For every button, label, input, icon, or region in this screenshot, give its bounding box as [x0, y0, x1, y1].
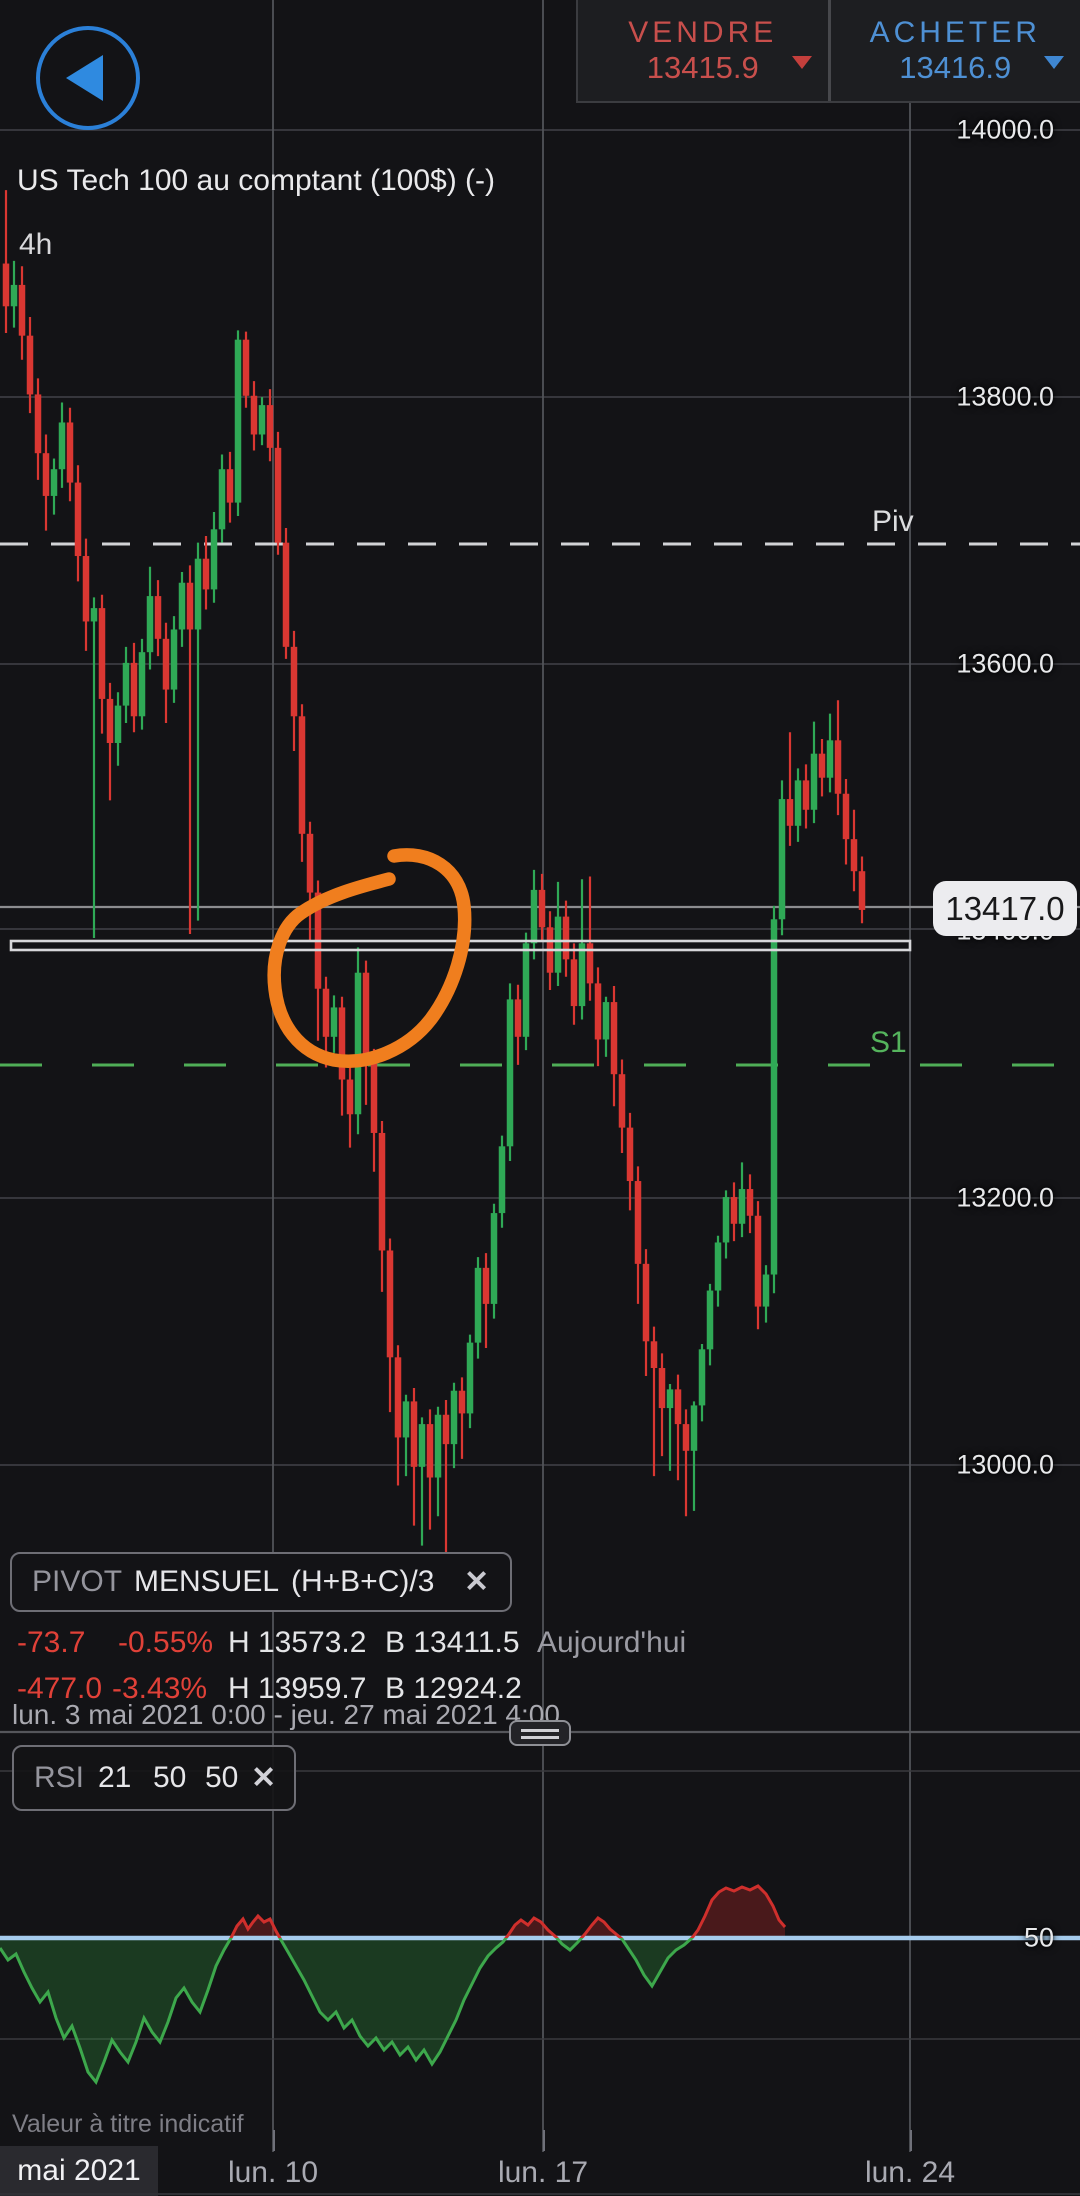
change-value: -73.7: [17, 1626, 86, 1659]
rsi-period: 21: [98, 1761, 132, 1794]
price-axis-label: 13200.0: [956, 1182, 1054, 1213]
change-percent: -0.55%: [118, 1626, 214, 1659]
rsi-upper-level: 50: [153, 1761, 187, 1794]
buy-price: 13416.9: [899, 49, 1012, 85]
buy-label: ACHETER: [869, 15, 1041, 49]
pane-resize-handle[interactable]: [509, 1720, 571, 1746]
price-axis-label: 14000.0: [956, 114, 1054, 145]
hand-drawn-circle-annotation[interactable]: [267, 848, 472, 1068]
rsi-plot: [0, 1884, 1080, 2085]
x-axis-label: lun. 10: [227, 2156, 319, 2189]
buy-button[interactable]: ACHETER 13416.9: [831, 0, 1080, 101]
disclaimer-text: Valeur à titre indicatif: [12, 2110, 244, 2138]
screen-bottom-divider: [0, 2193, 1080, 2195]
low-value: B 12924.2: [385, 1672, 522, 1705]
high-value: H 13959.7: [228, 1672, 367, 1705]
handle-line: [521, 1729, 559, 1732]
grid-lines: [0, 0, 1080, 2152]
indicator-name: PIVOT: [32, 1565, 123, 1598]
candles: [2, 190, 866, 1565]
rsi-indicator-box[interactable]: RSI 21 50 50 ✕: [12, 1745, 296, 1811]
x-axis-tick: [273, 2130, 275, 2151]
close-icon[interactable]: ✕: [464, 1565, 490, 1599]
close-icon[interactable]: ✕: [251, 1761, 277, 1795]
change-value: -477.0: [17, 1672, 103, 1705]
price-axis-label: 13000.0: [956, 1449, 1054, 1480]
chevron-down-icon: [791, 56, 812, 69]
x-axis-tick: [543, 2130, 545, 2151]
back-arrow-icon: [66, 55, 103, 101]
low-value: B 13411.5: [385, 1626, 520, 1659]
indicator-formula: (H+B+C)/3: [291, 1565, 435, 1598]
period-label: Aujourd'hui: [537, 1626, 687, 1659]
stats-row-today: -73.7 -0.55% H 13573.2 B 13411.5 Aujourd…: [0, 1626, 1080, 1659]
current-price-tag: 13417.0: [933, 881, 1077, 936]
sell-price: 13415.9: [646, 49, 759, 85]
back-button[interactable]: [36, 26, 140, 130]
s1-line-label: S1: [870, 1026, 907, 1059]
sell-label: VENDRE: [628, 15, 778, 49]
rsi-axis-label: 50: [1023, 1922, 1054, 1953]
indicator-name: RSI: [34, 1761, 85, 1794]
change-percent: -3.43%: [112, 1672, 208, 1705]
price-axis-label: 13800.0: [956, 381, 1054, 412]
handle-line: [521, 1736, 559, 1739]
visible-date-range: lun. 3 mai 2021 0:00 - jeu. 27 mai 2021 …: [12, 1699, 560, 1730]
sell-button[interactable]: VENDRE 13415.9: [578, 0, 831, 101]
x-axis-label: lun. 17: [497, 2156, 589, 2189]
chevron-down-icon: [1044, 56, 1064, 69]
rsi-lower-level: 50: [205, 1761, 239, 1794]
x-axis-month-label: mai 2021: [0, 2146, 158, 2196]
indicator-type: MENSUEL: [134, 1565, 280, 1598]
stats-row-month: -477.0 -3.43% H 13959.7 B 12924.2: [0, 1672, 1080, 1705]
high-value: H 13573.2: [228, 1626, 367, 1659]
pivot-indicator-box[interactable]: PIVOT MENSUEL (H+B+C)/3 ✕: [10, 1552, 512, 1612]
price-axis-label: 13600.0: [956, 648, 1054, 679]
trade-panel: VENDRE 13415.9 ACHETER 13416.9: [576, 0, 1080, 103]
timeframe-label[interactable]: 4h: [19, 228, 53, 261]
instrument-title: US Tech 100 au comptant (100$) (-): [17, 164, 496, 197]
pivot-line-label: Piv: [872, 505, 914, 538]
x-axis-label: lun. 24: [864, 2156, 956, 2189]
x-axis-tick: [910, 2130, 912, 2151]
